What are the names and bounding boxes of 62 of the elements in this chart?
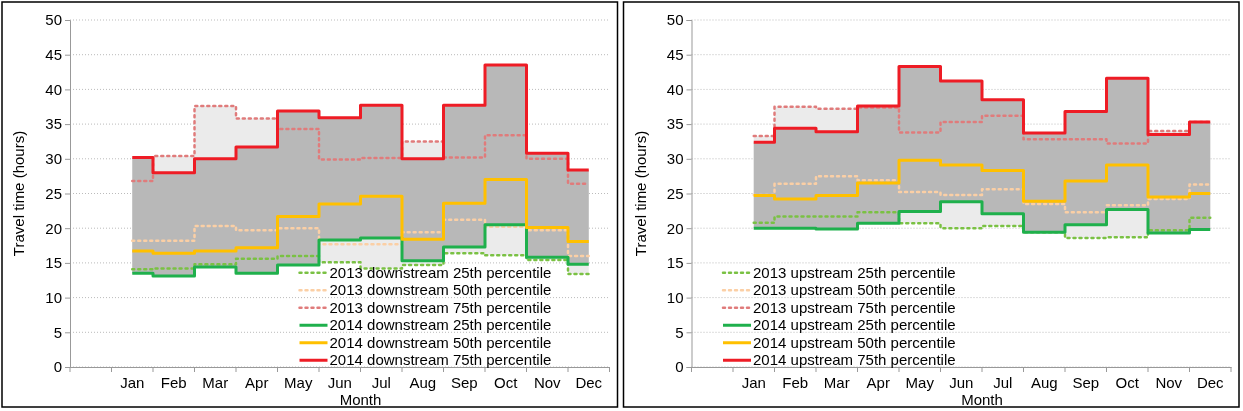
x-tick-label: Mar — [823, 373, 850, 391]
y-tick-label: 30 — [45, 150, 62, 168]
x-tick-label: Jun — [327, 373, 352, 391]
legend-label: 2014 upstream 25th percentile — [753, 316, 956, 334]
legend-label: 2013 downstream 75th percentile — [329, 298, 552, 316]
y-tick-label: 10 — [666, 288, 684, 306]
x-tick-label: Jan — [741, 373, 766, 391]
y-tick-label: 25 — [666, 184, 684, 202]
legend-label: 2014 upstream 75th percentile — [753, 351, 956, 369]
y-tick-label: 0 — [53, 358, 62, 376]
legend-label: 2013 upstream 50th percentile — [753, 281, 956, 299]
y-tick-label: 40 — [45, 80, 62, 98]
x-tick-label: Sep — [1072, 373, 1100, 391]
x-tick-label: Nov — [1155, 373, 1183, 391]
x-tick-label: Jul — [371, 373, 391, 391]
legend-label: 2013 downstream 25th percentile — [329, 263, 552, 281]
y-tick-label: 15 — [666, 254, 684, 272]
x-tick-label: Jun — [949, 373, 974, 391]
y-tick-label: 15 — [45, 254, 62, 272]
legend-label: 2014 upstream 50th percentile — [753, 333, 956, 351]
x-tick-label: Dec — [575, 373, 603, 391]
y-tick-label: 50 — [666, 11, 684, 29]
y-tick-label: 10 — [45, 288, 62, 306]
legend-label: 2014 downstream 25th percentile — [329, 316, 552, 334]
x-tick-label: Feb — [782, 373, 809, 391]
y-axis-title: Travel time (hours) — [10, 130, 27, 257]
x-tick-label: Apr — [245, 373, 269, 391]
y-tick-label: 5 — [675, 323, 684, 341]
x-tick-label: Jan — [120, 373, 145, 391]
x-tick-label: Mar — [202, 373, 229, 391]
y-tick-label: 20 — [666, 219, 684, 237]
legend-label: 2013 upstream 75th percentile — [753, 298, 956, 316]
y-tick-label: 40 — [666, 80, 684, 98]
x-tick-label: Aug — [409, 373, 437, 391]
legend-label: 2013 upstream 25th percentile — [753, 263, 956, 281]
x-tick-label: May — [284, 373, 313, 391]
x-axis-title: Month — [339, 391, 382, 408]
y-tick-label: 25 — [45, 184, 62, 202]
x-tick-label: Oct — [494, 373, 519, 391]
legend-label: 2014 downstream 75th percentile — [329, 351, 552, 369]
x-tick-label: May — [905, 373, 935, 391]
legend-label: 2014 downstream 50th percentile — [329, 333, 552, 351]
y-tick-label: 35 — [666, 115, 684, 133]
y-tick-label: 5 — [53, 323, 62, 341]
y-tick-label: 45 — [45, 46, 62, 63]
x-tick-label: Feb — [160, 373, 187, 391]
x-tick-label: Jul — [993, 373, 1013, 391]
y-tick-label: 30 — [666, 150, 684, 168]
y-tick-label: 35 — [45, 115, 62, 133]
legend-label: 2013 downstream 50th percentile — [329, 281, 552, 299]
y-axis-title: Travel time (hours) — [631, 130, 649, 257]
x-tick-label: Aug — [1030, 373, 1058, 391]
y-tick-label: 20 — [45, 219, 62, 237]
x-tick-label: Dec — [1196, 373, 1225, 391]
x-tick-label: Apr — [866, 373, 890, 391]
y-tick-label: 45 — [666, 46, 684, 63]
y-tick-label: 50 — [45, 11, 62, 29]
x-tick-label: Sep — [450, 373, 478, 391]
x-tick-label: Oct — [1115, 373, 1140, 391]
y-tick-label: 0 — [675, 358, 684, 376]
x-axis-title: Month — [961, 391, 1003, 408]
x-tick-label: Nov — [533, 373, 562, 391]
